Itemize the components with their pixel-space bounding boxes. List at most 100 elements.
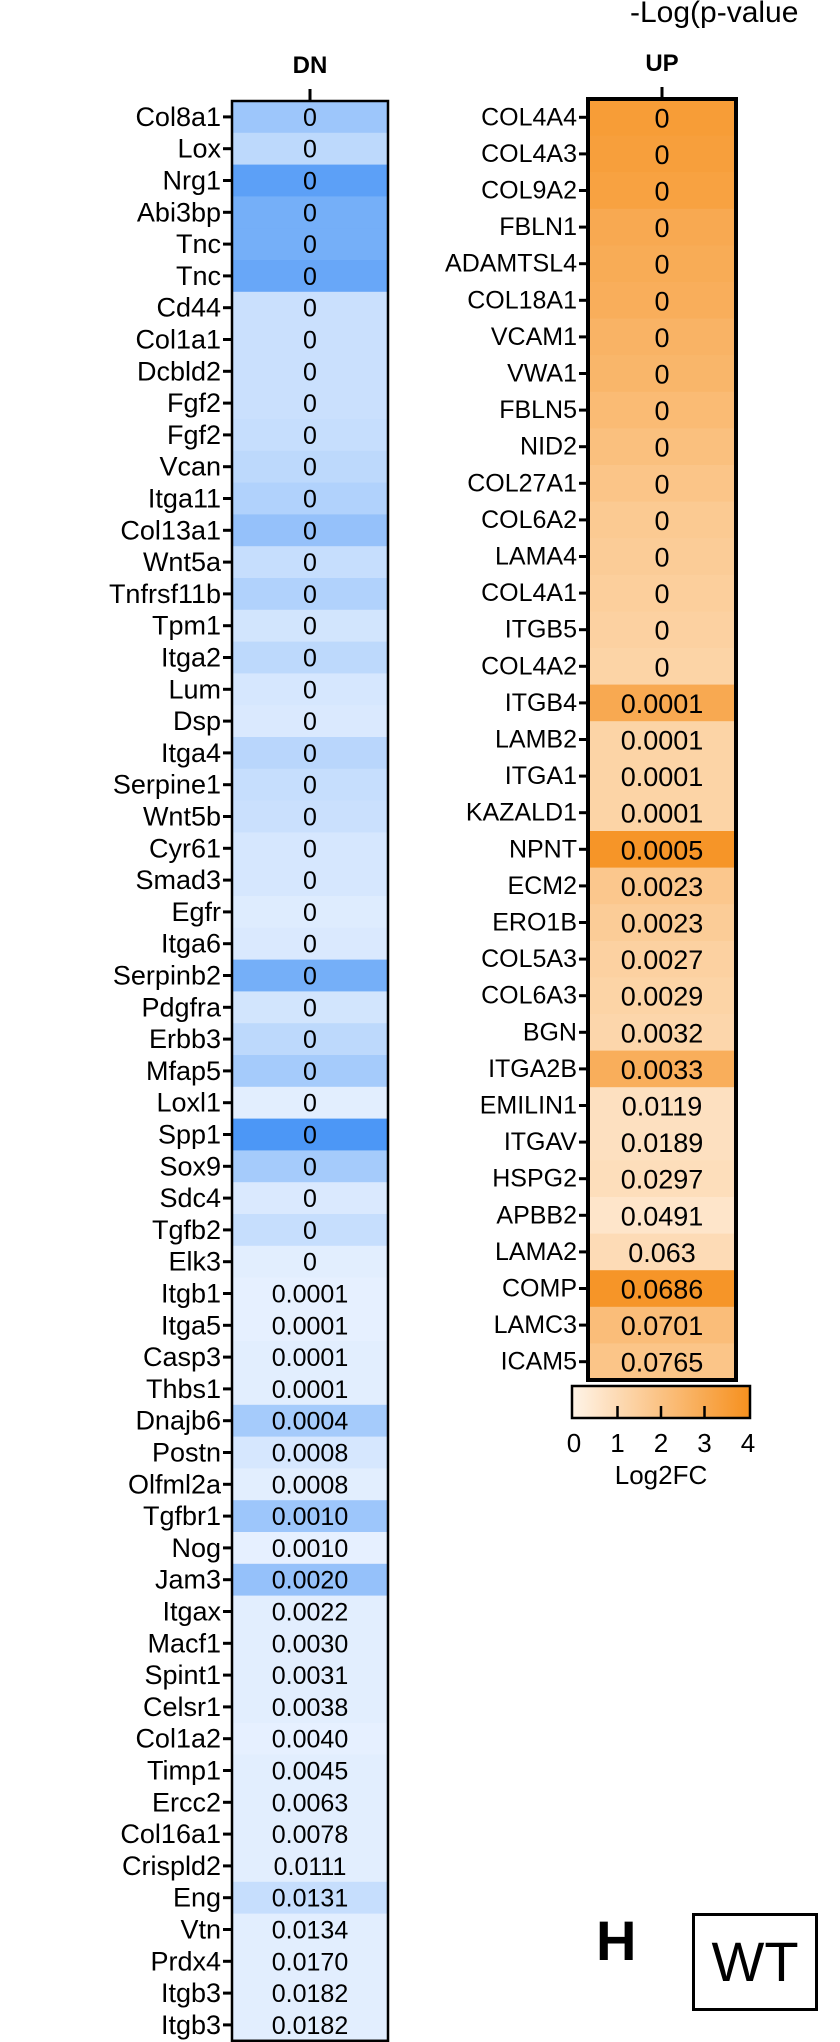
heatmap-cell [232, 896, 388, 929]
gene-label: Dsp [173, 706, 221, 736]
heatmap-cell [232, 1436, 388, 1469]
gene-label: COL4A2 [481, 652, 577, 680]
p-value-label: 0 [654, 140, 669, 170]
p-value-label: 0 [303, 867, 317, 895]
gene-label: Tpm1 [152, 611, 221, 641]
gene-label: Erbb3 [149, 1024, 221, 1054]
p-value-label: 0 [654, 213, 669, 243]
legend-tick-label: 4 [741, 1428, 755, 1458]
gene-label: Fgf2 [167, 420, 221, 450]
p-value-label: 0 [303, 994, 317, 1022]
p-value-label: 0.0023 [621, 909, 704, 939]
heatmap-cell [588, 282, 736, 320]
p-value-label: 0.0004 [272, 1408, 349, 1436]
heatmap-cell [232, 991, 388, 1024]
top-title: -Log(p-value [630, 0, 799, 29]
gene-label: Itga2 [161, 643, 221, 673]
p-value-label: 0 [303, 772, 317, 800]
heatmap-cell [232, 101, 388, 134]
gene-label: Serpinb2 [113, 961, 221, 991]
p-value-label: 0 [303, 454, 317, 482]
column-title: UP [645, 50, 678, 77]
heatmap-cell [232, 1277, 388, 1310]
p-value-label: 0.0001 [621, 689, 704, 719]
gene-label: COL6A3 [481, 982, 577, 1010]
p-value-label: 0.0010 [272, 1503, 348, 1531]
heatmap-cell [588, 501, 736, 539]
gene-label: Col1a1 [135, 325, 221, 355]
p-value-label: 0 [654, 652, 669, 682]
heatmap-cell [588, 904, 736, 942]
gene-label: APBB2 [496, 1201, 577, 1229]
p-value-label: 0 [303, 708, 317, 736]
p-value-label: 0 [654, 579, 669, 609]
gene-label: LAMA2 [495, 1238, 577, 1266]
heatmap-cell [232, 323, 388, 356]
gene-label: Tnc [176, 229, 221, 259]
heatmap-cell [232, 1023, 388, 1056]
gene-label: Tgfb2 [152, 1215, 221, 1245]
p-value-label: 0.0063 [272, 1789, 348, 1817]
heatmap-cell [232, 832, 388, 865]
gene-label: COL6A2 [481, 506, 577, 534]
heatmap-cell [588, 611, 736, 649]
p-value-label: 0.0040 [272, 1726, 348, 1754]
heatmap-cell [588, 794, 736, 832]
p-value-label: 0.0701 [621, 1311, 704, 1341]
p-value-label: 0.0182 [272, 2012, 348, 2040]
gene-label: Pdgfra [141, 992, 222, 1022]
p-value-label: 0 [654, 286, 669, 316]
p-value-label: 0 [303, 835, 317, 863]
heatmap-cell [232, 1214, 388, 1247]
gene-label: Tnc [176, 261, 221, 291]
wt-label-box: WT [692, 1913, 818, 2011]
heatmap-cell [588, 1306, 736, 1344]
gene-label: COL18A1 [467, 286, 577, 314]
heatmap-cell [232, 132, 388, 166]
gene-label: COL4A1 [481, 579, 577, 607]
p-value-label: 0 [654, 177, 669, 207]
gene-label: Prdx4 [150, 1946, 221, 1976]
heatmap-cell [232, 1850, 388, 1883]
p-value-label: 0.0022 [272, 1599, 348, 1627]
gene-label: Vcan [159, 452, 221, 482]
heatmap-cell [232, 1500, 388, 1533]
gene-label: Wnt5b [143, 802, 221, 832]
gene-label: Col1a2 [135, 1724, 221, 1754]
heatmap-cell [588, 538, 736, 576]
heatmap-cell [588, 428, 736, 466]
gene-label: Itga6 [161, 929, 221, 959]
heatmap-cell [588, 135, 736, 173]
heatmap-cell [588, 831, 736, 869]
heatmap-cell [232, 355, 388, 388]
heatmap-cell [232, 419, 388, 452]
gene-label: FBLN5 [499, 396, 577, 424]
p-value-label: 0 [303, 899, 317, 927]
gene-label: EMILIN1 [480, 1092, 577, 1120]
gene-label: Col16a1 [120, 1819, 221, 1849]
heatmap-cell [588, 465, 736, 503]
gene-label: Fgf2 [167, 388, 221, 418]
heatmap-cell [588, 208, 736, 246]
p-value-label: 0 [303, 295, 317, 323]
gene-label: COL4A3 [481, 140, 577, 168]
heatmap-cell [232, 927, 388, 961]
gene-label: Col8a1 [135, 102, 221, 132]
gene-label: Itgb1 [161, 1279, 221, 1309]
gene-label: Cd44 [156, 293, 221, 323]
p-value-label: 0 [654, 250, 669, 280]
heatmap-cell [232, 514, 388, 547]
gene-label: Egfr [171, 897, 221, 927]
heatmap-cell [588, 99, 736, 137]
p-value-label: 0 [654, 396, 669, 426]
heatmap-cell [232, 737, 388, 770]
p-value-label: 0 [303, 231, 317, 259]
gene-label: Celsr1 [143, 1692, 221, 1722]
gene-label: ERO1B [492, 909, 577, 937]
p-value-label: 0.0182 [272, 1980, 348, 2008]
gene-label: Macf1 [147, 1628, 221, 1658]
gene-label: Abi3bp [137, 197, 221, 227]
gene-label: Dnajb6 [135, 1406, 221, 1436]
heatmap-cell [232, 705, 388, 738]
